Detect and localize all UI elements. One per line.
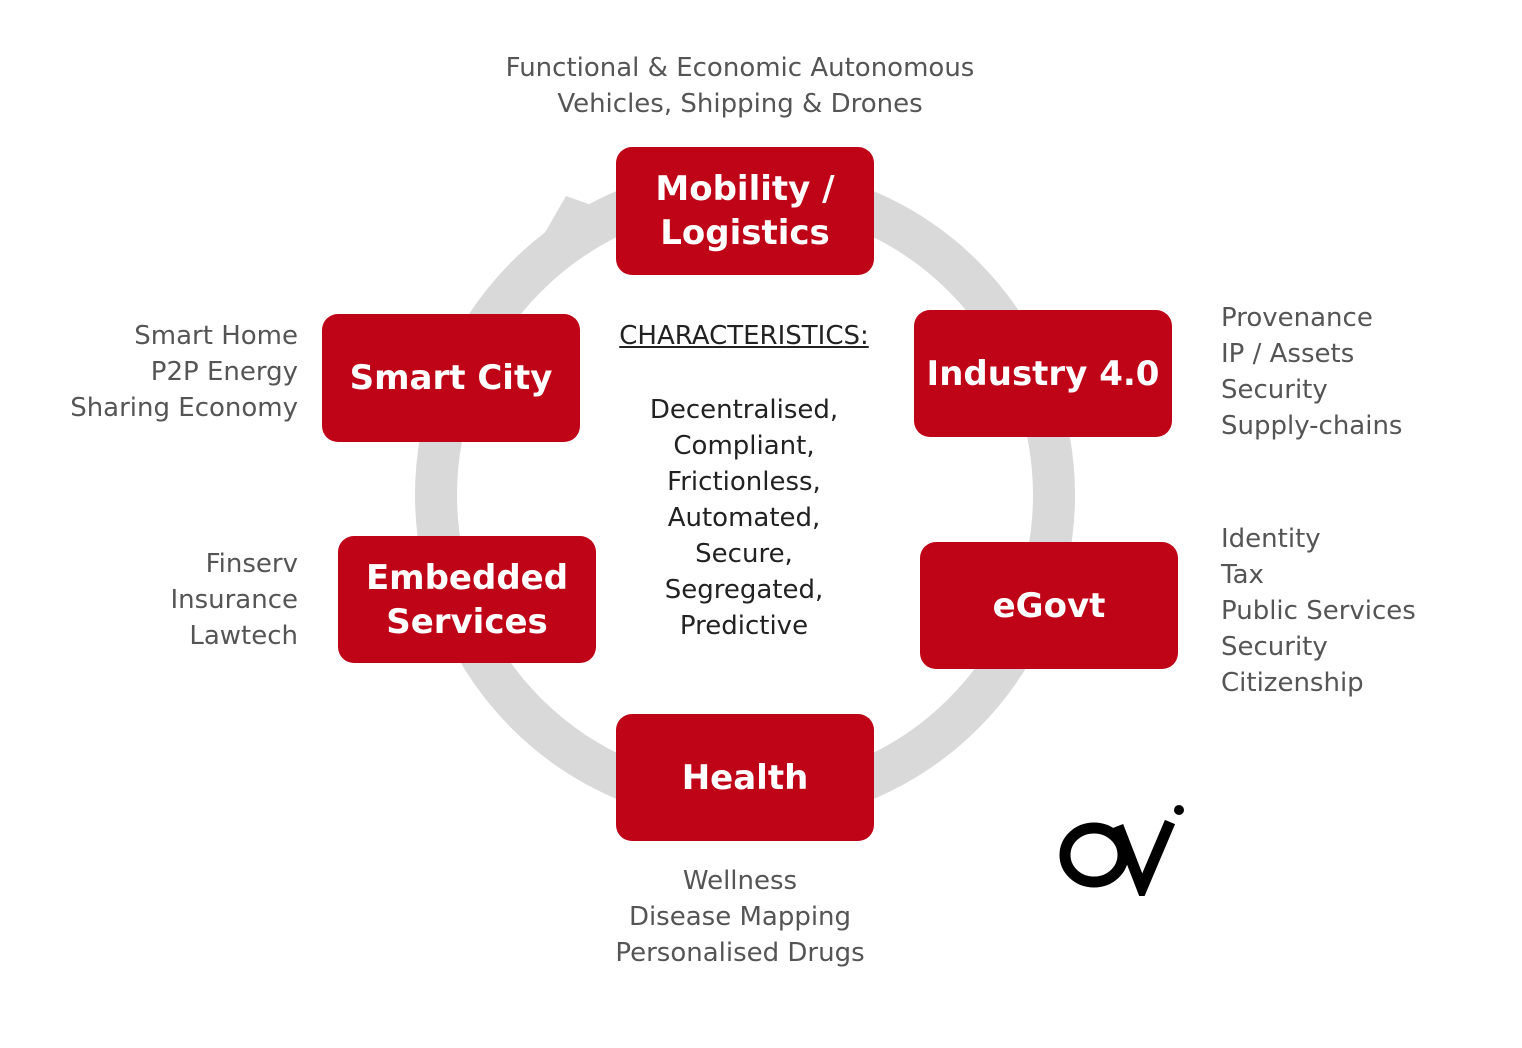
characteristics-title: CHARACTERISTICS: (619, 321, 869, 351)
node-health-label: Health (681, 757, 809, 798)
cycle-arrow-head (535, 196, 600, 250)
desc-mobility-0: Functional & Economic Autonomous (505, 53, 975, 83)
node-egovt-label: eGovt (992, 585, 1106, 626)
desc-smartcity: Smart Home P2P Energy Sharing Economy (30, 318, 298, 426)
desc-smartcity-1: P2P Energy (150, 357, 298, 387)
desc-mobility-1: Vehicles, Shipping & Drones (557, 89, 923, 119)
desc-embedded-1: Insurance (170, 585, 298, 615)
desc-health-0: Wellness (682, 866, 798, 896)
desc-mobility: Functional & Economic Autonomous Vehicle… (470, 50, 1010, 122)
node-embedded-line1: Embedded (365, 557, 569, 598)
desc-egovt-3: Security (1221, 632, 1328, 662)
node-smart-city: Smart City (322, 314, 580, 442)
node-mobility-line1: Mobility / (655, 169, 835, 209)
characteristic-item: Frictionless, (667, 467, 821, 497)
node-egovt: eGovt (920, 542, 1178, 669)
node-industry-label: Industry 4.0 (926, 353, 1160, 394)
desc-egovt-4: Citizenship (1221, 668, 1364, 698)
node-smartcity-label: Smart City (349, 358, 553, 398)
characteristic-item: Segregated, (664, 575, 824, 605)
desc-egovt: Identity Tax Public Services Security Ci… (1221, 521, 1416, 701)
desc-health-2: Personalised Drugs (615, 938, 865, 968)
desc-egovt-2: Public Services (1221, 596, 1416, 626)
desc-industry-1: IP / Assets (1221, 339, 1355, 369)
node-health: Health (616, 714, 874, 841)
node-mobility-line2: Logistics (660, 213, 830, 253)
characteristic-item: Automated, (667, 503, 821, 533)
desc-embedded: Finserv Insurance Lawtech (60, 546, 298, 654)
ovi-logo-icon (1059, 805, 1184, 896)
node-industry: Industry 4.0 (914, 310, 1172, 437)
characteristic-item: Compliant, (673, 431, 815, 461)
desc-embedded-2: Lawtech (189, 621, 298, 651)
characteristics-block: CHARACTERISTICS: Decentralised, Complian… (590, 318, 898, 644)
desc-egovt-0: Identity (1221, 524, 1321, 554)
desc-industry-3: Supply-chains (1221, 411, 1403, 441)
characteristic-item: Decentralised, (649, 395, 839, 425)
node-embedded-services: Embedded Services (338, 536, 596, 663)
characteristic-item: Secure, (695, 539, 793, 569)
desc-health: Wellness Disease Mapping Personalised Dr… (560, 863, 920, 971)
desc-egovt-1: Tax (1221, 560, 1264, 590)
desc-embedded-0: Finserv (205, 549, 298, 579)
desc-industry-0: Provenance (1221, 303, 1373, 333)
characteristic-item: Predictive (679, 611, 809, 641)
desc-smartcity-0: Smart Home (134, 321, 298, 351)
desc-industry: Provenance IP / Assets Security Supply-c… (1221, 300, 1402, 444)
desc-smartcity-2: Sharing Economy (70, 393, 298, 423)
node-embedded-line2: Services (386, 601, 548, 642)
desc-health-1: Disease Mapping (628, 902, 852, 932)
node-mobility-logistics: Mobility / Logistics (616, 147, 874, 275)
desc-industry-2: Security (1221, 375, 1328, 405)
